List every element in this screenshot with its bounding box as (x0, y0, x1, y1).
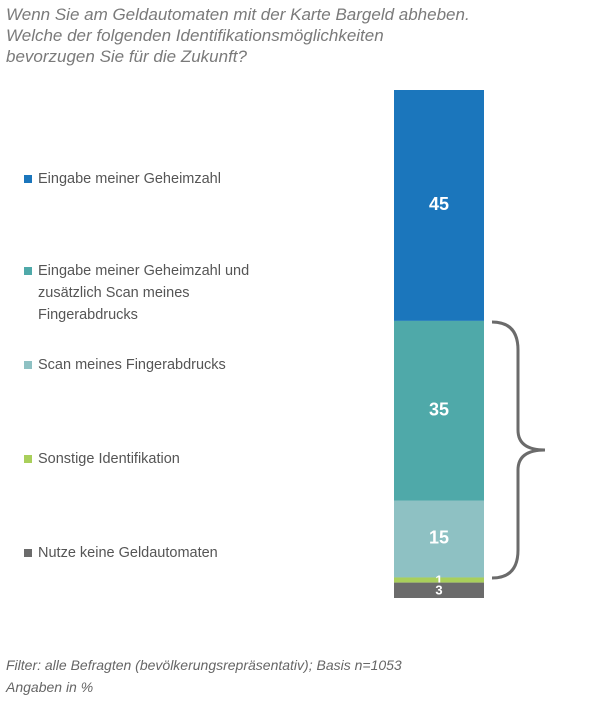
brace (491, 320, 546, 580)
legend-swatch (24, 267, 32, 275)
unit-note: Angaben in % (6, 679, 94, 695)
legend-label: Scan meines Fingerabdrucks (38, 357, 226, 373)
value-label: 1 (435, 572, 442, 587)
legend-label: Eingabe meiner Geheimzahl (38, 171, 221, 187)
value-label: 3 (435, 583, 442, 598)
chart-subtitle: Welche der folgenden Identifikationsmögl… (6, 26, 384, 66)
footnote: Filter: alle Befragten (bevölkerungsrepr… (6, 657, 402, 673)
legend-label: Eingabe meiner Geheimzahl und zusätzlich… (38, 263, 250, 323)
legend-label: Nutze keine Geldautomaten (38, 545, 218, 561)
value-label: 35 (429, 399, 449, 419)
bar-segment (394, 582, 484, 598)
legend-swatch (24, 361, 32, 369)
bar-segment (394, 577, 484, 583)
chart-title: Wenn Sie am Geldautomaten mit der Karte … (6, 5, 470, 24)
legend-label: Sonstige Identifikation (38, 451, 180, 467)
legend-swatch (24, 455, 32, 463)
bar-segment (394, 500, 484, 578)
legend-swatch (24, 175, 32, 183)
bar-segment (394, 320, 484, 501)
value-label: 15 (429, 528, 449, 548)
legend-swatch (24, 549, 32, 557)
value-label: 45 (429, 194, 449, 214)
bar-segment (394, 90, 484, 321)
